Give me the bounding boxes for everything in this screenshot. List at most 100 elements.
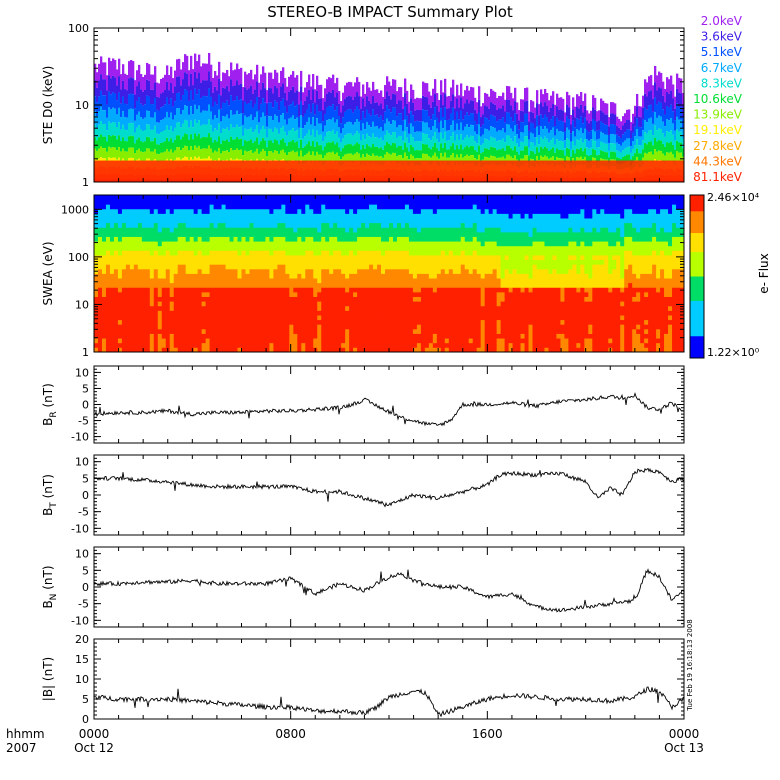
ste-band: [614, 134, 617, 144]
heatmap-cell: [157, 319, 163, 325]
ste-band: [172, 92, 175, 107]
ste-band: [506, 135, 509, 146]
ste-band: [230, 124, 233, 137]
heatmap-cell: [265, 305, 270, 311]
heatmap-cell: [201, 347, 207, 353]
ste-band: [576, 118, 579, 130]
heatmap-cell: [121, 208, 127, 214]
ste-band: [346, 122, 349, 134]
ste-band: [508, 145, 511, 155]
heatmap-cell: [181, 236, 187, 242]
ste-band: [432, 125, 435, 137]
ste-band: [500, 96, 503, 109]
ste-band: [534, 153, 537, 161]
heatmap-cell: [269, 278, 274, 284]
heatmap-cell: [125, 222, 131, 228]
heatmap-cell: [225, 305, 230, 311]
ste-spectra: [94, 52, 685, 182]
ste-band: [584, 148, 587, 157]
heatmap-cell: [261, 195, 266, 201]
heatmap-cell: [221, 287, 226, 293]
ste-band: [470, 155, 473, 164]
ste-band: [512, 141, 515, 151]
ste-band: [478, 99, 481, 113]
ste-band: [378, 128, 381, 139]
ste-band: [336, 142, 339, 153]
heatmap-cell: [229, 291, 234, 297]
ste-band: [246, 103, 249, 118]
heatmap-cell: [225, 255, 230, 261]
heatmap-cell: [281, 278, 286, 284]
heatmap-cell: [149, 305, 155, 311]
ste-band: [574, 117, 577, 128]
heatmap-cell: [193, 213, 199, 219]
ste-band: [468, 103, 471, 116]
ste-band: [214, 150, 217, 161]
heatmap-cell: [157, 199, 163, 205]
heatmap-cell: [169, 305, 175, 311]
heatmap-cell: [225, 315, 230, 321]
heatmap-cell: [277, 259, 282, 265]
heatmap-cell: [109, 278, 115, 284]
ste-band: [640, 145, 643, 154]
ste-band: [132, 61, 135, 79]
ste-band: [660, 116, 663, 130]
ste-band: [486, 93, 489, 107]
ste-band: [204, 80, 207, 97]
ste-band: [98, 111, 101, 125]
heatmap-cell: [105, 310, 111, 316]
ste-band: [220, 133, 223, 144]
heatmap-cell: [213, 236, 218, 242]
heatmap-cell: [197, 333, 203, 339]
heatmap-cell: [97, 291, 103, 297]
ste-band: [108, 75, 111, 92]
ste-band: [398, 87, 401, 101]
heatmap-cell: [265, 338, 270, 344]
ste-band: [632, 113, 635, 124]
heatmap-cell: [213, 282, 218, 288]
ste-band: [484, 117, 487, 129]
heatmap-cell: [221, 245, 226, 251]
ste-band: [264, 102, 267, 117]
ste-band: [360, 149, 363, 158]
heatmap-cell: [129, 347, 135, 353]
heatmap-cell: [189, 204, 195, 210]
heatmap-cell: [277, 328, 282, 334]
ste-band: [244, 71, 247, 88]
ste-band: [478, 154, 481, 164]
ste-band: [584, 105, 587, 118]
heatmap-cell: [141, 301, 147, 307]
heatmap-cell: [205, 342, 211, 348]
heatmap-cell: [129, 250, 135, 256]
heatmap-cell: [281, 218, 286, 224]
heatmap-cell: [233, 250, 238, 256]
ste-band: [112, 58, 115, 76]
heatmap-cell: [245, 250, 250, 256]
ste-band: [564, 155, 567, 163]
heatmap-cell: [165, 305, 171, 311]
ste-band: [208, 52, 211, 72]
ste-band: [116, 114, 119, 128]
ste-band: [588, 132, 591, 141]
ste-band: [270, 151, 273, 161]
heatmap-cell: [177, 282, 183, 288]
ste-band: [274, 127, 277, 140]
ste-band: [238, 139, 241, 151]
ste-band: [94, 63, 97, 81]
heatmap-cell: [273, 282, 278, 288]
heatmap-cell: [109, 199, 115, 205]
ste-band: [644, 143, 647, 153]
heatmap-cell: [181, 259, 187, 265]
heatmap-cell: [145, 333, 151, 339]
ste-band: [588, 148, 591, 156]
ste-band: [96, 87, 99, 103]
legend-entry: 19.1keV: [693, 123, 743, 137]
heatmap-cell: [253, 259, 258, 265]
ste-band: [158, 154, 161, 163]
ste-band: [280, 139, 283, 151]
ste-band: [228, 76, 231, 92]
heatmap-cell: [137, 301, 143, 307]
ste-band: [392, 79, 395, 94]
ste-band: [644, 93, 647, 108]
heatmap-cell: [129, 301, 135, 307]
